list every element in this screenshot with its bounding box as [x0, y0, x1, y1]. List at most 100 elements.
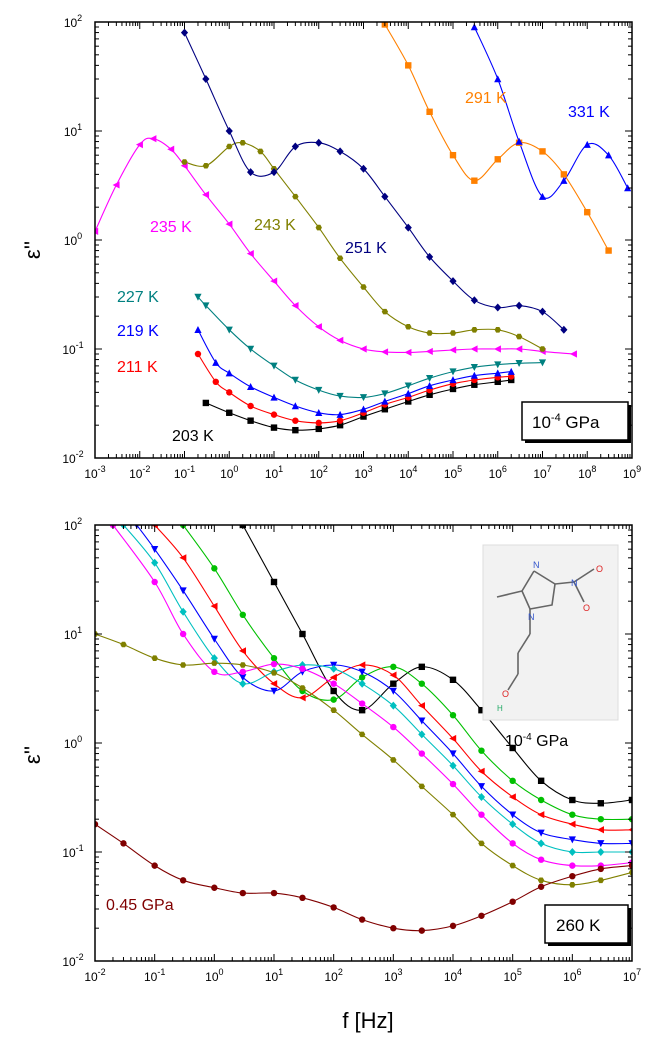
bot-series-6-point [120, 641, 127, 648]
top-series-3-point [381, 390, 389, 398]
bot-series-3-point [239, 674, 247, 682]
svg-text:O: O [583, 603, 590, 613]
bot-series-7-point [179, 877, 187, 884]
top-series-2-point [247, 382, 255, 390]
top-series-5-point [539, 346, 546, 352]
top-series-0-point [494, 378, 501, 386]
top-series-5-point [315, 224, 322, 231]
bot-series-6-point [239, 662, 246, 668]
bot-series-2-point [508, 793, 516, 801]
top-series-4 [95, 135, 577, 358]
bot-series-3-point [477, 783, 486, 791]
top-series-0-point [226, 409, 233, 416]
top-series-0-point [449, 385, 457, 393]
bot-series-1-point [211, 565, 218, 572]
bot-series-6-point [478, 840, 485, 847]
bot-series-7-point [569, 872, 576, 880]
top-series-0 [202, 376, 515, 434]
top-series-7-fit-line [384, 24, 610, 251]
bot-series-6-point [299, 685, 306, 691]
top-series-0-point [471, 381, 478, 388]
top-series-3-point [494, 361, 502, 369]
top-series-7-point [605, 247, 612, 254]
top-box-exp: -4 [551, 412, 561, 424]
top-series-0-point [426, 391, 433, 399]
top-x-tick-label: 107 [533, 464, 551, 481]
top-series-0-point [247, 417, 254, 424]
bot-series-7-point [211, 884, 218, 891]
molecule-structure-inset: N N N O O O H [482, 544, 619, 721]
bot-series-3-point [270, 687, 278, 695]
bot-series-2-point [389, 671, 397, 679]
top-series-3-point [404, 382, 412, 390]
bot-series-0-point [299, 630, 306, 638]
top-series-4-point [246, 250, 254, 258]
bot-y-tick-label: 10-1 [62, 843, 83, 860]
series-label-331k: 331 K [568, 104, 610, 121]
bot-series-0-point [270, 578, 278, 586]
top-series-6-point [336, 147, 344, 156]
bottom-temperature-box: 260 K [544, 904, 631, 946]
top-series-6-point [538, 307, 547, 316]
top-series-7 [381, 22, 612, 254]
bot-series-7-point [449, 922, 457, 930]
top-series-5-point [202, 163, 210, 169]
bot-series-5-point [509, 840, 516, 847]
annotation-high-pressure: 0.45 GPa [106, 897, 174, 914]
top-series-0-point [270, 424, 278, 431]
bot-series-0-point [509, 744, 516, 752]
bot-series-1-point [569, 811, 576, 818]
bot-series-5-point [418, 750, 426, 757]
top-series-4-point [449, 346, 457, 354]
bot-series-4-point [298, 660, 307, 669]
bot-series-5-point [449, 780, 457, 788]
top-x-tick-label: 103 [354, 464, 372, 481]
bot-series-1-point [418, 680, 426, 687]
top-series-2-point [470, 371, 478, 379]
top-series-2-point [194, 326, 202, 334]
bot-series-6-point [179, 662, 187, 668]
bottom-data-series [95, 525, 632, 934]
top-series-0-point [336, 421, 344, 429]
top-series-4-point [202, 191, 210, 199]
top-series-7-point [539, 148, 546, 155]
top-series-2-point [270, 393, 278, 401]
bot-series-1 [179, 525, 632, 823]
bot-series-2-point [329, 673, 337, 681]
top-series-2-point [381, 397, 389, 405]
bot-series-2-point [418, 702, 426, 710]
top-series-5-point [292, 193, 299, 200]
bot-x-tick-label: 10-1 [144, 967, 165, 984]
bot-series-2-point [358, 661, 366, 669]
bot-series-3-point [418, 717, 426, 725]
bot-series-7-point [151, 862, 158, 869]
top-series-5-point [449, 330, 457, 336]
top-series-6-point [315, 138, 323, 147]
bottom-box-label: 260 K [556, 916, 601, 935]
bot-series-5-point [330, 680, 337, 687]
top-series-6-point [404, 223, 412, 232]
top-panel: 10-3 10-2 10-1 100 101 102 103 104 105 106 107 108 1… [20, 13, 641, 481]
bot-series-5-point [537, 856, 545, 863]
bot-series-2-point [210, 602, 218, 610]
top-pressure-box: 10-4 GPa [521, 401, 631, 443]
bot-series-5-point [299, 665, 306, 672]
top-series-2-point [494, 369, 502, 377]
top-series-3-point [225, 326, 233, 334]
bot-series-3-point [210, 635, 218, 643]
top-series-4-point [515, 345, 523, 353]
bot-series-0-point [358, 706, 366, 714]
top-series-2-point [359, 405, 368, 413]
top-y-tick-label: 10-1 [62, 340, 83, 357]
bot-series-1-point [537, 796, 545, 804]
bot-series-0-point [330, 687, 337, 695]
top-series-1-point [336, 417, 344, 424]
bot-series-7-point [270, 889, 278, 897]
top-series-4-point [112, 181, 120, 189]
bot-series-7-point [330, 904, 337, 911]
bot-series-4-point [210, 654, 218, 663]
top-series-1-point [292, 417, 299, 424]
bot-series-6-point [509, 862, 516, 869]
top-series-6-point [247, 168, 255, 177]
bottom-y-axis-label: ε'' [20, 746, 45, 764]
